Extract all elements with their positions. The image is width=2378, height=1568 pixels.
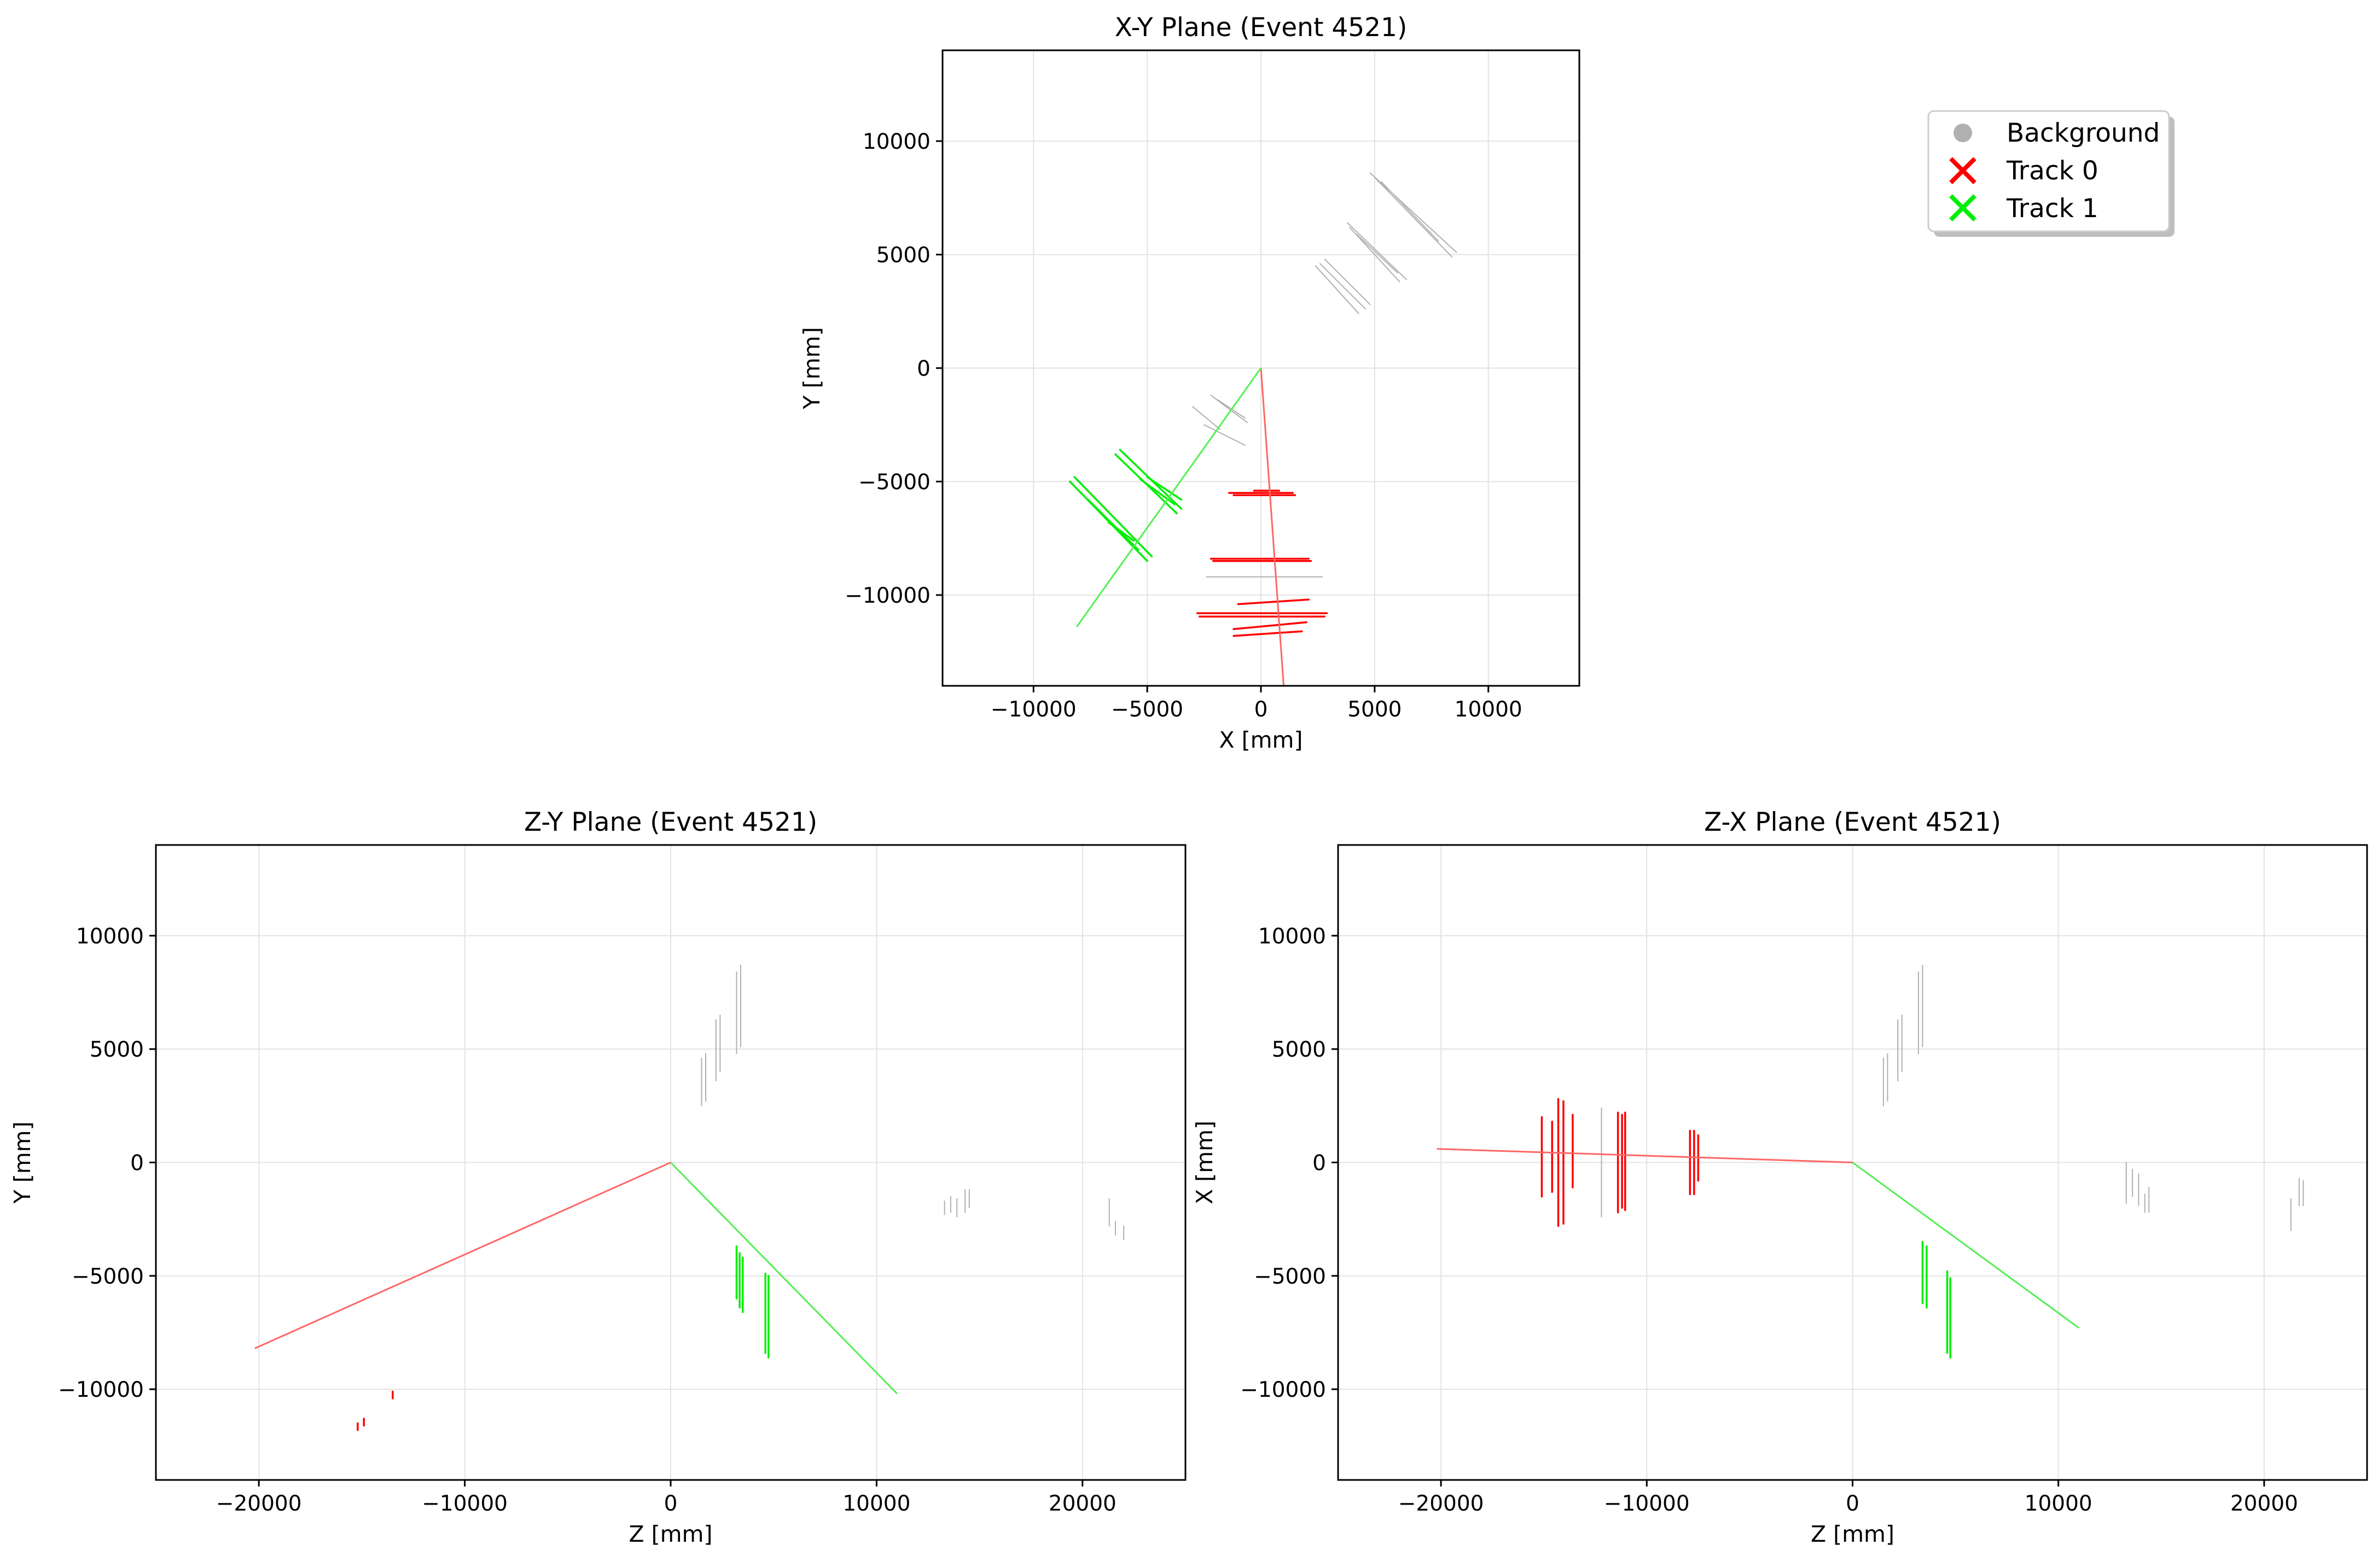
legend-track1-marker [1949,194,1976,221]
zy-ytick-label: 10000 [76,924,144,949]
xy-background-hit [1349,226,1400,283]
zx-gridlines [1338,845,2367,1480]
xy-track1-fit-line [1076,368,1262,627]
zy-xlabel: Z [mm] [629,1521,713,1547]
xy-ytick-label: 10000 [863,130,931,154]
xy-background-hit [1203,424,1246,446]
zy-xtick-label: −10000 [422,1491,508,1516]
xy-background-hit [1346,222,1408,281]
zx-xtick-label: −10000 [1604,1491,1690,1516]
zx-track1-fit-line [1852,1162,2080,1329]
legend-label-track0: Track 0 [2006,156,2098,186]
legend-track0-marker [1949,157,1976,184]
xy-track1-hit [1146,476,1183,501]
xy-background-hit [1369,172,1457,253]
xy-ylabel: Y [mm] [799,327,825,410]
zx-ytick-label: −5000 [1254,1264,1326,1289]
xy-xlabel: X [mm] [1219,727,1303,753]
xy-background-hit [1374,177,1453,258]
zy-ytick-label: −10000 [58,1378,144,1402]
xy-ytick-label: −10000 [845,584,931,608]
legend-box [1927,110,2170,232]
zy-track0-fit-line [254,1162,671,1349]
zx-ytick-label: 5000 [1272,1037,1326,1062]
legend-label-background: Background [2007,118,2160,148]
xy-x-ticks: −10000 −5000 0 5000 10000 [991,686,1522,722]
legend: Background Track 0 Track 1 [1927,110,2174,237]
zy-title: Z-Y Plane (Event 4521) [524,807,817,837]
xy-background-hit [1324,258,1371,305]
zx-xtick-label: 20000 [2230,1491,2298,1516]
zy-track1-fit-line [670,1162,898,1395]
zx-xtick-label: 0 [1846,1491,1859,1516]
xy-xtick-label: 5000 [1347,697,1402,722]
zy-x-ticks: −20000 −10000 0 10000 20000 [216,1480,1117,1516]
xy-title: X-Y Plane (Event 4521) [1115,13,1408,43]
xy-track1-hit [1073,476,1153,558]
xy-track0-fit-line [1260,368,1285,686]
zx-xlabel: Z [mm] [1811,1521,1894,1547]
zy-xtick-label: −20000 [216,1491,302,1516]
xy-xtick-label: 0 [1254,697,1268,722]
zy-gridlines [156,845,1185,1480]
xy-ytick-label: 0 [917,357,931,381]
zx-ylabel: X [mm] [1191,1121,1218,1204]
xy-ytick-label: 5000 [876,243,931,268]
zy-ytick-label: 0 [130,1151,144,1176]
zy-xtick-label: 0 [664,1491,678,1516]
zx-title: Z-X Plane (Event 4521) [1704,807,2001,837]
xy-background-hit [1381,181,1439,242]
xy-xtick-label: 10000 [1455,697,1522,722]
zx-ytick-label: 0 [1312,1151,1326,1176]
xy-track0-hit [1232,621,1307,630]
xy-xtick-label: −10000 [991,697,1077,722]
legend-label-track1: Track 1 [2006,194,2098,224]
zy-xtick-label: 20000 [1049,1491,1117,1516]
zy-plot-area [254,964,1125,1431]
zy-y-ticks: −10000 −5000 0 5000 10000 [58,924,156,1402]
xy-background-hit [1210,394,1248,423]
xy-y-ticks: −10000 −5000 0 5000 10000 [845,130,943,608]
zx-ytick-label: −10000 [1240,1378,1326,1402]
zx-xtick-label: 10000 [2025,1491,2092,1516]
xy-background-hit [1315,265,1359,314]
zx-ytick-label: 10000 [1258,924,1326,949]
zx-x-ticks: −20000 −10000 0 10000 20000 [1398,1480,2298,1516]
zx-xtick-label: −20000 [1398,1491,1484,1516]
xy-track0-hit [1232,630,1303,637]
zy-ytick-label: 5000 [90,1037,144,1062]
zx-track0-fit-line [1437,1148,1853,1163]
xy-background-hit [1319,263,1367,310]
xy-panel: −10000 −5000 0 5000 10000 −10000 −5000 0 5000 10… [799,13,1580,753]
zx-y-ticks: −10000 −5000 0 5000 10000 [1240,924,1338,1402]
zy-ytick-label: −5000 [72,1264,144,1289]
legend-background-marker [1953,124,1972,142]
xy-track0-hit [1237,598,1310,605]
xy-plot-area [1069,172,1457,686]
zx-plot-area [1437,964,2304,1359]
xy-xtick-label: −5000 [1111,697,1183,722]
zy-ylabel: Y [mm] [9,1122,36,1204]
xy-ytick-label: −5000 [858,470,931,495]
zy-xtick-label: 10000 [842,1491,910,1516]
xy-background-hit [1356,234,1398,273]
xy-track1-hit [1107,521,1135,542]
zx-panel: −20000 −10000 0 10000 20000 −10000 −5000 0 5000… [1191,807,2368,1547]
zy-panel: −20000 −10000 0 10000 20000 −10000 −5000 0 5000… [9,807,1187,1547]
xy-track1-hit [1139,478,1176,505]
xy-background-hit [1192,406,1221,430]
